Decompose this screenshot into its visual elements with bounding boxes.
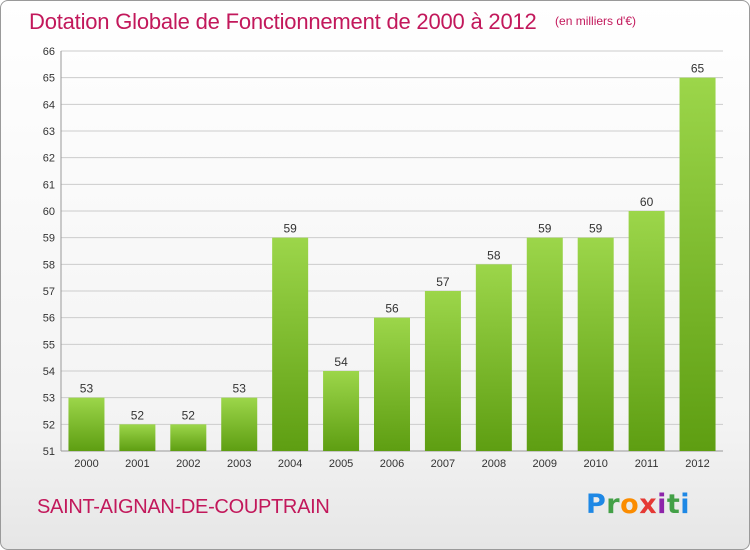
data-label: 60	[640, 195, 654, 209]
bar	[272, 237, 309, 451]
x-tick-label: 2010	[583, 458, 607, 470]
bar	[526, 237, 563, 451]
y-tick-label: 52	[43, 419, 55, 431]
y-tick-label: 51	[43, 446, 55, 458]
y-tick-label: 65	[43, 73, 55, 85]
x-tick-label: 2009	[533, 458, 557, 470]
logo-letter: i	[657, 489, 667, 520]
y-tick-label: 57	[43, 286, 55, 298]
title-row: Dotation Globale de Fonctionnement de 20…	[29, 9, 636, 35]
y-tick-label: 62	[43, 153, 55, 165]
bar	[374, 317, 410, 451]
chart-subtitle: (en milliers d'€)	[555, 14, 637, 28]
bar	[577, 237, 614, 451]
y-axis-ticks: 51 52 53 54 55 56 57 58 59 60 61 62 63 64 65 66	[43, 46, 55, 458]
x-tick-label: 2011	[635, 458, 659, 470]
bars	[68, 77, 716, 452]
x-axis-ticks: 2000 2001 2002 2003 2004 2005 2006 2007 2008 2009…	[74, 458, 710, 470]
x-tick-label: 2006	[380, 458, 404, 470]
data-label: 59	[589, 222, 603, 236]
data-label: 65	[691, 62, 705, 76]
x-tick-label: 2008	[482, 458, 506, 470]
data-label: 59	[538, 222, 552, 236]
x-tick-label: 2012	[685, 458, 709, 470]
data-label: 53	[233, 382, 247, 396]
y-tick-label: 56	[43, 313, 55, 325]
y-tick-label: 58	[43, 259, 55, 271]
y-tick-label: 63	[43, 126, 55, 138]
y-tick-label: 66	[43, 46, 55, 58]
data-label: 52	[131, 408, 145, 422]
bar	[68, 397, 105, 451]
bar	[424, 291, 461, 451]
y-tick-label: 61	[43, 179, 55, 191]
logo-letter: x	[639, 489, 658, 520]
commune-name: SAINT-AIGNAN-DE-COUPTRAIN	[37, 496, 330, 518]
data-label: 54	[334, 355, 348, 369]
bar	[170, 424, 207, 451]
data-label: 52	[182, 408, 196, 422]
proxiti-logo[interactable]: Proxiti	[586, 489, 690, 520]
y-tick-label: 55	[43, 339, 55, 351]
y-tick-label: 59	[43, 233, 55, 245]
logo-letter: P	[586, 489, 607, 520]
data-label: 53	[80, 382, 94, 396]
y-tick-label: 53	[43, 393, 55, 405]
bar	[628, 211, 665, 451]
logo-letter: o	[620, 489, 640, 520]
bar	[221, 397, 258, 451]
logo-letter: i	[680, 489, 691, 520]
bar	[475, 264, 512, 451]
x-tick-label: 2003	[227, 458, 251, 470]
data-label: 56	[385, 302, 399, 316]
x-tick-label: 2005	[329, 458, 353, 470]
bar	[323, 371, 360, 451]
data-labels: 53 52 52 53 59 54 56 57 58 59 59 60 65	[80, 62, 705, 423]
data-label: 57	[436, 275, 450, 289]
y-tick-label: 60	[43, 206, 55, 218]
x-tick-label: 2002	[176, 458, 200, 470]
y-tick-label: 54	[43, 366, 55, 378]
x-tick-label: 2004	[278, 458, 302, 470]
data-label: 58	[487, 248, 501, 262]
x-tick-label: 2007	[431, 458, 455, 470]
logo-letter: t	[666, 489, 681, 520]
bar	[679, 77, 716, 452]
data-label: 59	[283, 222, 297, 236]
chart-title: Dotation Globale de Fonctionnement de 20…	[29, 9, 537, 34]
bar	[119, 424, 156, 451]
y-tick-label: 64	[43, 99, 55, 111]
x-tick-label: 2001	[125, 458, 149, 470]
logo-letter: r	[606, 489, 621, 520]
x-tick-label: 2000	[74, 458, 98, 470]
